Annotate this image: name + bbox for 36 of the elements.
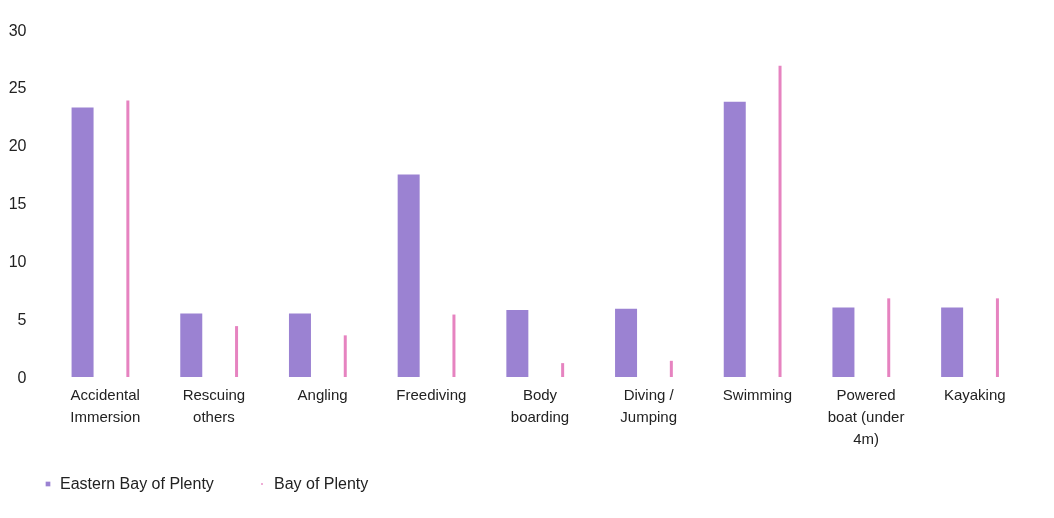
bar	[235, 326, 239, 377]
y-tick-label: 30	[8, 21, 27, 39]
bar	[180, 313, 203, 377]
bar	[506, 309, 529, 377]
y-tick-label: 20	[8, 137, 27, 155]
y-tick-label: 5	[17, 310, 27, 328]
legend-label: Bay of Plenty	[274, 475, 369, 492]
bar	[723, 101, 746, 377]
y-tick-label: 15	[8, 195, 27, 212]
x-tick-label: Accidental Immersion	[70, 385, 141, 425]
bar	[832, 307, 855, 377]
bar	[288, 313, 311, 377]
bar	[561, 363, 565, 377]
bar	[995, 298, 999, 377]
x-tick-label: Kayaking	[943, 385, 1006, 403]
x-tick-label: Freediving	[396, 385, 467, 403]
x-tick-label: Angling	[297, 385, 348, 403]
legend-label: Eastern Bay of Plenty	[60, 475, 214, 492]
bar	[669, 360, 673, 377]
x-tick-label: Powered boat (under 4m)	[827, 385, 905, 447]
bar	[615, 308, 638, 377]
bar	[71, 107, 94, 377]
x-tick-label: Body boarding	[510, 385, 570, 425]
bar	[126, 100, 130, 377]
y-tick-label: 25	[8, 79, 27, 97]
bar	[941, 307, 964, 377]
bar	[397, 174, 420, 377]
bar	[778, 65, 782, 377]
bar	[343, 335, 347, 377]
x-tick-label: Diving / Jumping	[620, 385, 678, 425]
x-tick-label: Swimming	[722, 385, 792, 403]
y-tick-label: 10	[8, 252, 27, 270]
bar	[887, 298, 891, 377]
x-tick-label: Rescuing others	[182, 385, 246, 425]
y-tick-label: 0	[17, 368, 27, 386]
bar	[452, 314, 456, 377]
